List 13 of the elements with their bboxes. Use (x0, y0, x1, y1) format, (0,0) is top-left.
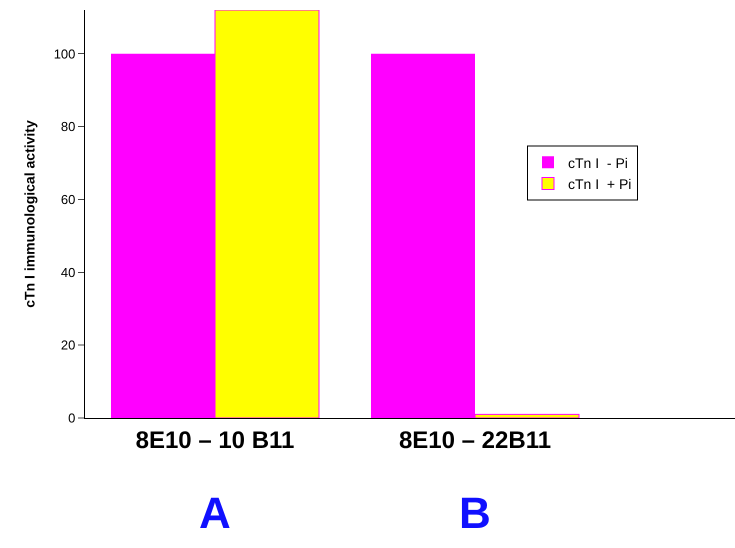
text: B (459, 489, 491, 538)
y-tick-label: 60 (60, 192, 76, 207)
text: A (199, 489, 231, 538)
y-tick-label: 100 (54, 46, 76, 62)
x-tick-label: 8E10 – 22B11 (398, 426, 552, 454)
x-tick-label: 8E10 – 10 B11 (136, 426, 294, 454)
y-tick-label: 40 (60, 264, 76, 280)
y-axis-title: cTn I immunological activity (21, 120, 38, 308)
y-tick-label: 0 (68, 410, 76, 426)
y-tick-label: 80 (60, 119, 76, 134)
legend-label: cTn I - Pi (568, 154, 628, 171)
legend-label: cTn I + Pi (568, 176, 632, 192)
y-tick-label: 20 (60, 338, 76, 353)
